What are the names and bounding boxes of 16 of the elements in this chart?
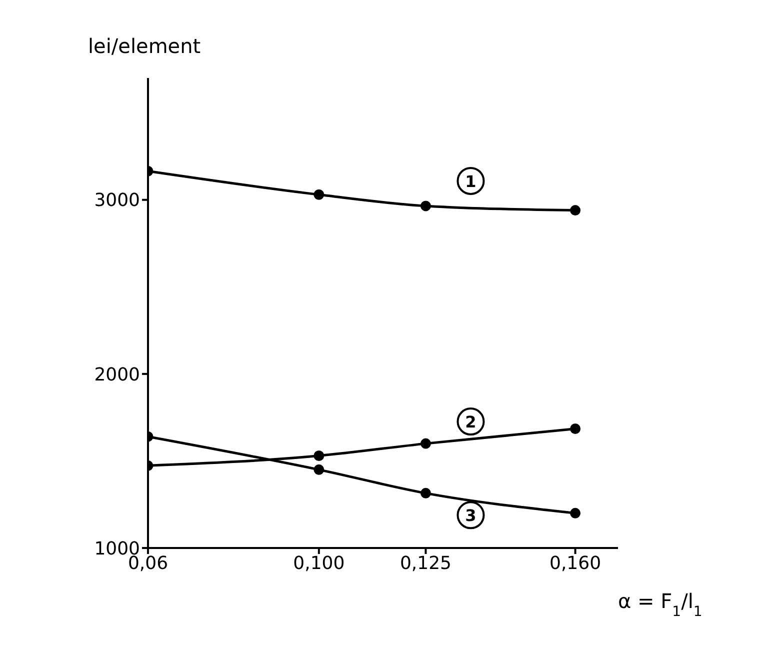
point	[314, 189, 324, 200]
x-tick-label: 0,160	[550, 552, 602, 574]
point	[314, 464, 324, 475]
y-axis-title: lei/element	[88, 34, 201, 58]
series-label: 1	[465, 172, 476, 191]
y-tick-label: 3000	[94, 190, 140, 212]
series-label: 2	[465, 412, 476, 432]
x-axis-title: α = F$_{1}$/l$_{1}$	[618, 589, 702, 620]
x-tick-label: 0,100	[293, 552, 345, 574]
point	[420, 200, 431, 212]
x-tick-label: 0,125	[400, 552, 452, 574]
series-label: 3	[465, 506, 476, 526]
y-tick-label: 2000	[94, 364, 140, 386]
point	[314, 450, 324, 461]
point	[420, 438, 431, 449]
point	[420, 488, 431, 498]
